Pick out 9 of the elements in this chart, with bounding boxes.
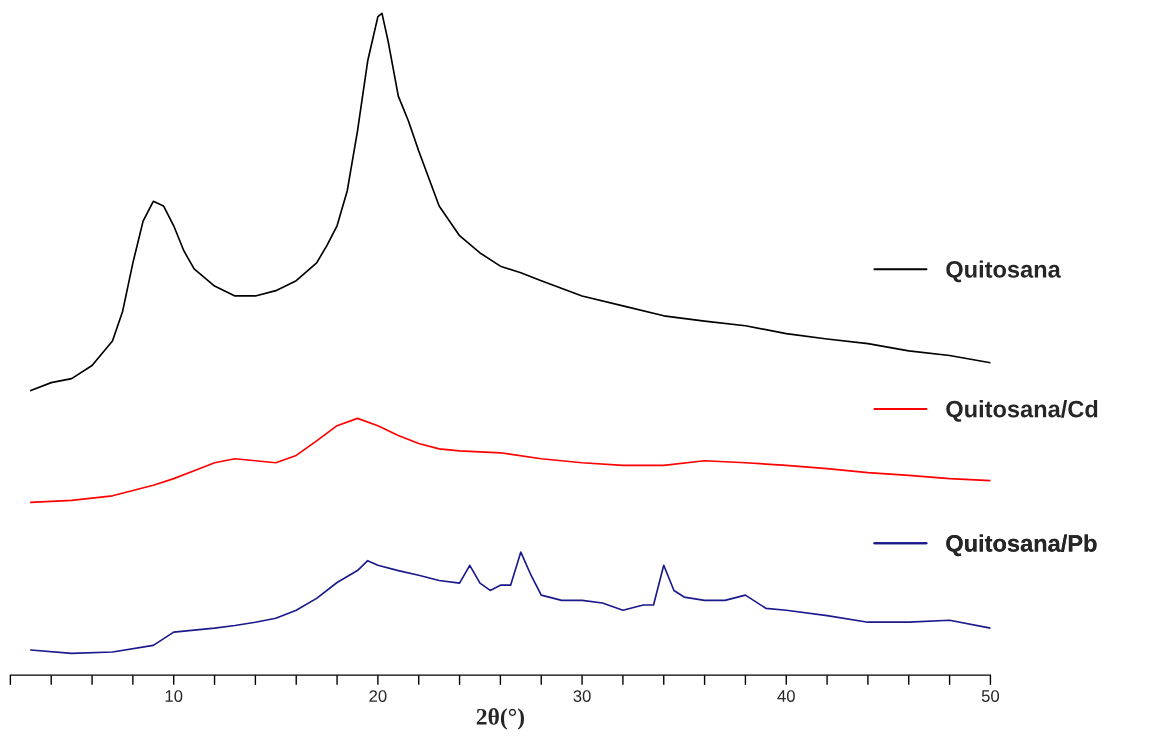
- legend-label: Quitosana/Cd: [946, 400, 1098, 422]
- legend-label: Quitosana: [946, 260, 1061, 283]
- x-tick-label: 30: [573, 690, 591, 702]
- x-tick-label: 40: [777, 690, 795, 702]
- x-axis-title: 2θ(°): [476, 708, 525, 730]
- x-tick-label: 50: [981, 690, 1000, 702]
- legend-label: Quitosana/Pb: [946, 534, 1097, 557]
- x-tick-label: 10: [165, 690, 183, 702]
- x-tick-label: 20: [369, 690, 387, 702]
